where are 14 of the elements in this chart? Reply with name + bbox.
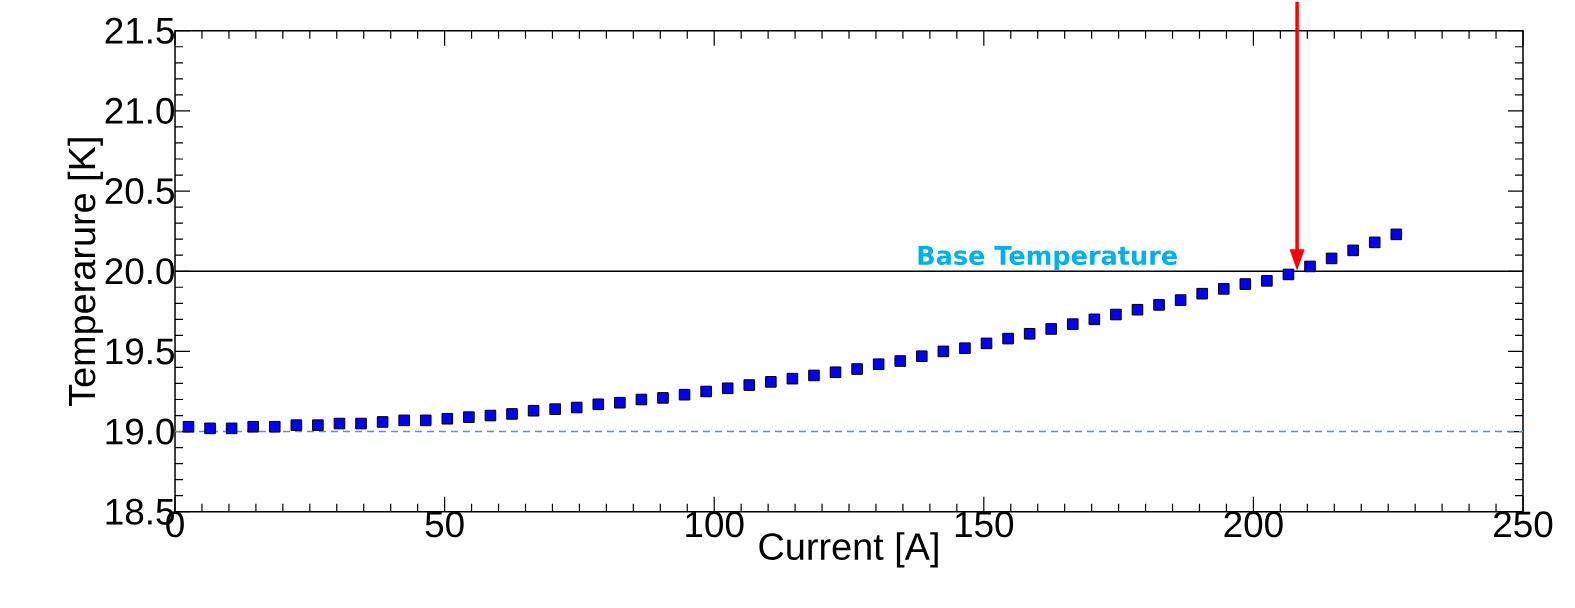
x-tick-label: 200	[1224, 511, 1283, 538]
y-tick-label: 19.0	[106, 418, 175, 445]
x-axis-title: Current [A]	[759, 532, 938, 568]
y-tick-label: 20.5	[105, 178, 174, 205]
y-tick-label: 21.5	[105, 17, 174, 44]
x-tick-label: 50	[425, 511, 464, 538]
y-tick-label: 19.5	[106, 338, 174, 365]
x-tick-label: 100	[686, 511, 744, 538]
y-tick-label: 21.0	[105, 97, 175, 125]
ref-line-label: Base Temperature	[918, 246, 1177, 271]
x-tick-label: 250	[1494, 511, 1553, 538]
x-tick-label: 150	[955, 511, 1014, 538]
y-axis-title: Temperarure [K]	[67, 138, 103, 407]
y-tick-label: 20.0	[105, 258, 175, 285]
